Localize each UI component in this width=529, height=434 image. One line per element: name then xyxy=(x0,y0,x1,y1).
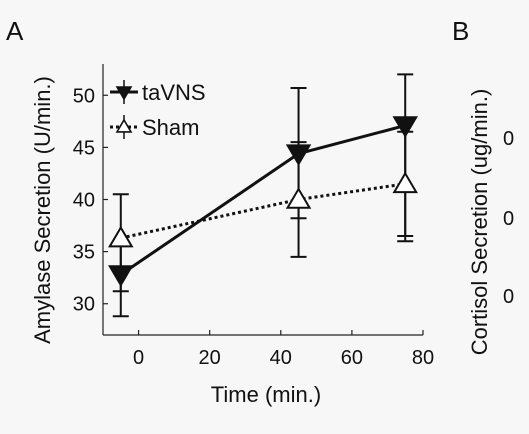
legend-label-sham: Sham xyxy=(142,115,199,140)
y-axis-label: Amylase Secretion (U/min.) xyxy=(30,76,55,344)
panel-b-tick-label: 0 xyxy=(503,286,514,308)
y-tick-label: 35 xyxy=(73,242,95,264)
y-tick-label: 45 xyxy=(73,137,95,159)
data-point-tavns xyxy=(108,265,134,287)
panel-b-tick-label: 0 xyxy=(503,128,514,150)
panel-b-label: B xyxy=(452,16,469,46)
y-tick-label: 40 xyxy=(73,190,95,212)
plot-axes: 0 20 40 60 80 30 35 40 45 50 xyxy=(73,64,434,369)
x-axis-label: Time (min.) xyxy=(211,382,321,407)
legend-marker-tavns xyxy=(115,86,133,101)
data-point-sham xyxy=(285,187,312,209)
x-tick-label: 40 xyxy=(270,347,292,369)
data-point-tavns xyxy=(392,116,418,138)
panel-a-label: A xyxy=(6,16,24,46)
data-point-sham xyxy=(108,225,134,248)
panel-b-tick-label: 0 xyxy=(503,208,514,230)
data-point-sham xyxy=(392,171,418,194)
x-tick-label: 60 xyxy=(341,347,363,369)
legend: taVNS Sham xyxy=(110,80,206,140)
series-line-sham xyxy=(120,182,406,240)
panel-b-y-axis-label: Cortisol Secretion (ug/min.) xyxy=(467,89,492,356)
plot-series xyxy=(108,73,418,318)
data-point-tavns xyxy=(285,144,312,167)
y-tick-label: 50 xyxy=(73,85,95,107)
series-line-tavns xyxy=(119,124,406,276)
panel-b-tick-labels: 0 0 0 xyxy=(503,128,514,308)
x-tick-label: 20 xyxy=(199,347,221,369)
y-tick-label: 30 xyxy=(73,294,95,316)
x-tick-label: 80 xyxy=(412,347,434,369)
x-tick-label: 0 xyxy=(133,347,144,369)
legend-label-tavns: taVNS xyxy=(142,80,206,105)
legend-marker-sham xyxy=(115,118,133,133)
